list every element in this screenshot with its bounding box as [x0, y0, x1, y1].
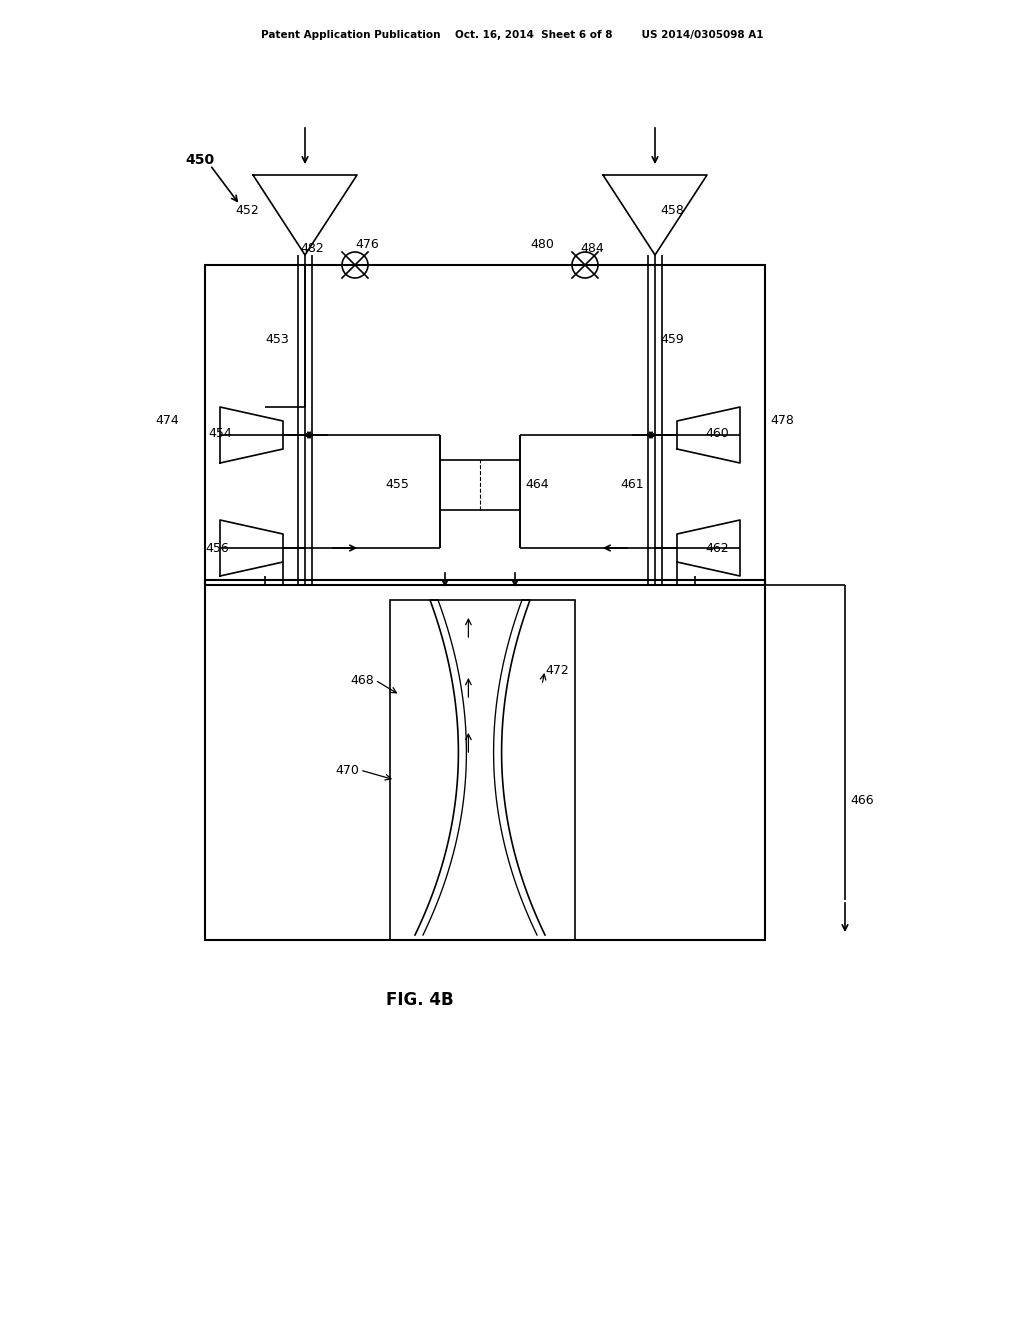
Bar	[390, 601, 575, 940]
Text: 450: 450	[185, 153, 214, 168]
Bar	[205, 265, 765, 585]
Text: 464: 464	[525, 479, 549, 491]
Text: Patent Application Publication    Oct. 16, 2014  Sheet 6 of 8        US 2014/030: Patent Application Publication Oct. 16, …	[261, 30, 763, 40]
Text: 474: 474	[155, 413, 179, 426]
Text: 470: 470	[335, 763, 358, 776]
Bar	[440, 459, 520, 510]
Text: 454: 454	[208, 426, 231, 440]
Text: 472: 472	[545, 664, 568, 676]
Text: 458: 458	[660, 203, 684, 216]
Bar	[205, 579, 765, 940]
Text: 466: 466	[850, 793, 873, 807]
Text: FIG. 4B: FIG. 4B	[386, 991, 454, 1008]
Text: 480: 480	[530, 239, 554, 252]
Text: 462: 462	[705, 541, 729, 554]
Text: 455: 455	[385, 479, 409, 491]
Text: 460: 460	[705, 426, 729, 440]
Text: 459: 459	[660, 334, 684, 346]
Text: 478: 478	[770, 413, 794, 426]
Text: 461: 461	[620, 479, 644, 491]
Text: 456: 456	[205, 541, 228, 554]
Text: 484: 484	[580, 242, 604, 255]
Text: 482: 482	[300, 242, 324, 255]
Text: 476: 476	[355, 239, 379, 252]
Text: 453: 453	[265, 334, 289, 346]
Text: 452: 452	[234, 203, 259, 216]
Text: 468: 468	[350, 673, 374, 686]
